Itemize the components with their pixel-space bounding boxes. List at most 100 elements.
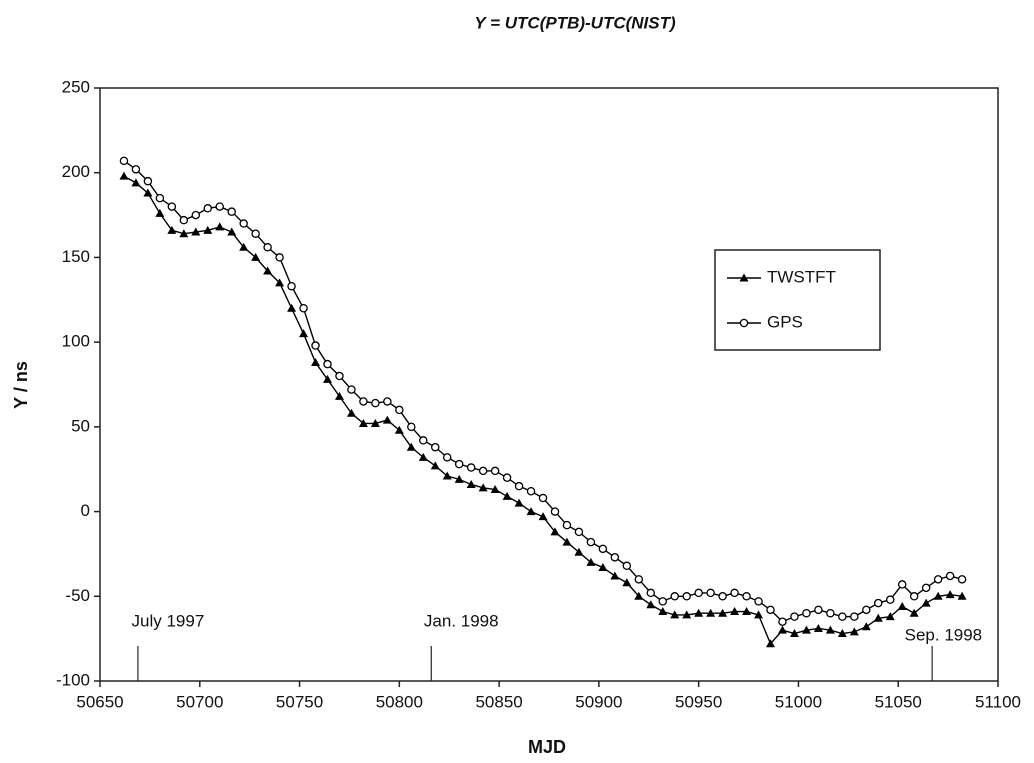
marker <box>682 592 691 601</box>
marker <box>203 225 213 234</box>
legend-label: TWSTFT <box>767 267 836 286</box>
marker <box>574 547 584 556</box>
marker <box>155 193 165 203</box>
marker <box>538 512 548 521</box>
marker <box>598 544 608 554</box>
y-tick-label: 0 <box>81 501 90 520</box>
series-line <box>123 175 963 646</box>
marker <box>957 575 967 584</box>
marker <box>335 371 344 381</box>
marker <box>838 612 847 621</box>
marker <box>442 453 452 462</box>
marker <box>395 405 404 415</box>
marker <box>394 425 404 434</box>
marker <box>586 537 596 547</box>
y-tick-label: -100 <box>56 670 90 689</box>
marker <box>622 561 632 571</box>
marker <box>239 242 249 251</box>
x-tick-label: 50850 <box>475 692 522 711</box>
marker <box>275 253 284 262</box>
marker <box>670 610 680 619</box>
series-line <box>123 160 963 623</box>
marker <box>814 605 823 615</box>
marker <box>119 156 129 166</box>
marker <box>239 219 248 228</box>
marker <box>658 597 667 606</box>
chart-title: Y = UTC(PTB)-UTC(NIST) <box>474 13 676 32</box>
plot-frame <box>99 87 999 682</box>
marker <box>287 281 296 291</box>
marker <box>574 527 584 537</box>
marker <box>275 278 285 287</box>
marker <box>718 608 728 617</box>
marker <box>694 588 703 598</box>
marker <box>825 625 835 634</box>
marker <box>610 571 620 580</box>
marker <box>287 303 297 312</box>
marker <box>383 397 392 406</box>
marker <box>754 610 764 619</box>
marker <box>143 176 153 186</box>
marker <box>754 597 763 606</box>
marker <box>742 592 751 601</box>
marker <box>945 571 955 581</box>
marker <box>311 357 321 366</box>
legend-marker <box>739 318 749 328</box>
marker <box>778 617 787 626</box>
marker <box>562 520 572 530</box>
marker <box>801 625 811 634</box>
marker <box>862 605 871 615</box>
marker <box>227 207 236 216</box>
x-tick-label: 50650 <box>76 692 123 711</box>
marker <box>945 590 955 599</box>
marker <box>933 591 943 600</box>
marker <box>790 612 799 621</box>
x-tick-label: 50750 <box>276 692 323 711</box>
marker <box>370 418 380 427</box>
marker <box>263 266 273 275</box>
y-tick-label: 200 <box>62 162 90 181</box>
marker <box>263 243 272 252</box>
marker <box>466 479 476 488</box>
marker <box>850 612 859 621</box>
marker <box>215 202 224 211</box>
marker <box>167 225 177 234</box>
marker <box>299 329 309 338</box>
marker <box>251 252 261 261</box>
marker <box>299 304 308 313</box>
marker <box>191 210 201 220</box>
marker <box>526 486 536 496</box>
marker <box>789 629 799 638</box>
marker <box>490 466 500 476</box>
y-tick-label: 100 <box>62 332 90 351</box>
marker <box>419 436 428 445</box>
x-tick-label: 50950 <box>675 692 722 711</box>
marker <box>909 608 919 617</box>
marker <box>167 202 177 211</box>
marker <box>143 188 153 197</box>
legend-label: GPS <box>767 312 803 331</box>
marker <box>562 537 572 546</box>
x-axis-label: MJD <box>528 737 566 757</box>
marker <box>502 491 512 500</box>
marker <box>802 608 811 618</box>
marker <box>538 493 548 503</box>
marker <box>179 229 189 238</box>
marker <box>742 607 752 616</box>
marker <box>897 601 907 610</box>
marker <box>431 442 440 452</box>
x-tick-label: 50900 <box>575 692 622 711</box>
marker <box>323 359 332 369</box>
marker <box>418 452 428 461</box>
marker <box>849 627 859 636</box>
marker <box>826 608 835 618</box>
x-tick-label: 50800 <box>376 692 423 711</box>
y-tick-label: 50 <box>71 416 90 435</box>
marker <box>634 575 644 584</box>
x-tick-label: 50700 <box>176 692 223 711</box>
marker <box>514 481 524 491</box>
marker <box>718 592 727 601</box>
marker <box>586 557 596 566</box>
marker <box>646 588 656 598</box>
marker <box>646 600 656 609</box>
